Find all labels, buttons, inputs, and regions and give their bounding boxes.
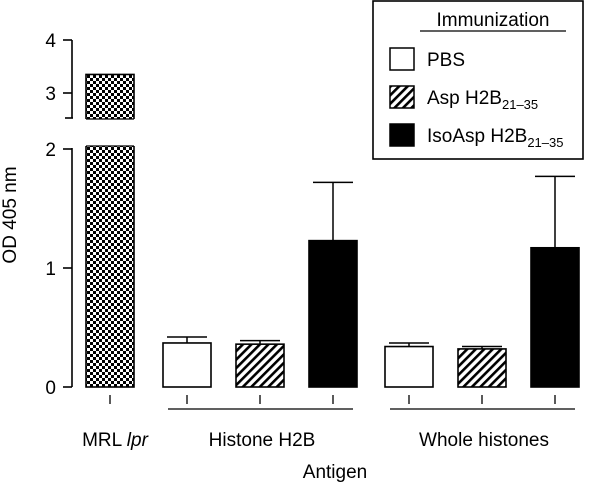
y-tick-label: 0: [45, 378, 56, 399]
y-tick-label: 2: [45, 140, 56, 161]
y-axis: 3 4 0 1 2: [45, 31, 73, 399]
y-tick-label: 4: [45, 31, 56, 52]
y-tick-label: 3: [45, 84, 56, 105]
legend-swatch: [389, 123, 415, 147]
legend-label: IsoAsp H2B21–35: [427, 126, 563, 150]
bar: [384, 345, 434, 388]
bar: [530, 246, 580, 388]
legend-title: Immunization: [437, 10, 550, 31]
y-axis-label: OD 405 nm: [0, 166, 21, 263]
group-label-histone-h2b: Histone H2B: [209, 430, 316, 451]
bar: [235, 343, 285, 388]
group-labels: MRL lpr Histone H2B Whole histones: [82, 408, 575, 451]
group-label-mrl-lpr: MRL lpr: [82, 430, 148, 451]
bar: [308, 239, 358, 388]
legend-entries: PBS Asp H2B21–35 IsoAsp H2B21–35: [389, 47, 563, 150]
legend: Immunization PBS Asp H2B21–35 IsoAsp H2B21…: [372, 0, 584, 160]
legend-label: PBS: [427, 50, 465, 71]
group-label-whole-histones: Whole histones: [419, 430, 549, 451]
bar: [162, 342, 212, 388]
legend-swatch: [389, 85, 415, 109]
bar: [457, 348, 507, 388]
bar-break-gap: [84, 119, 136, 146]
x-axis-label: Antigen: [303, 462, 367, 483]
bars: [84, 73, 580, 404]
legend-label: Asp H2B21–35: [427, 88, 538, 112]
legend-swatch: [389, 47, 415, 71]
y-tick-label: 1: [45, 259, 56, 280]
